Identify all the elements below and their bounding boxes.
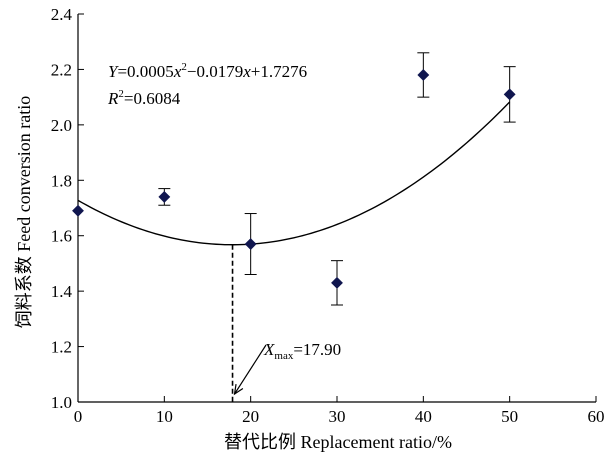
y-tick-label: 1.8: [51, 171, 72, 190]
x-tick-label: 60: [588, 407, 605, 426]
x-max-label: Xmax=17.90: [263, 340, 341, 362]
data-points: [72, 69, 516, 289]
x-tick-label: 10: [156, 407, 173, 426]
fit-curve: [77, 101, 511, 246]
x-tick-label: 30: [329, 407, 346, 426]
r-squared-text: R2=0.6084: [107, 88, 181, 108]
y-axis-title: 饲料系数 Feed conversion ratio: [14, 96, 34, 328]
y-tick-label: 1.0: [51, 393, 72, 412]
error-bars: [158, 52, 516, 306]
data-point: [503, 88, 516, 101]
fit-curve-group: [77, 101, 511, 246]
data-point: [244, 238, 257, 250]
data-point: [331, 276, 343, 289]
ticks: 0 10 20 30 40 50 60 1.0 1.2 1.4 1.6 1.8 2.0 2.2 2.4: [51, 5, 605, 426]
data-point: [72, 204, 84, 217]
y-tick-label: 2.2: [51, 60, 72, 79]
annotation-arrow: [234, 344, 267, 395]
y-tick-label: 1.2: [51, 338, 72, 357]
y-tick-label: 2.4: [51, 5, 73, 24]
equation-text: Y=0.0005x2−0.0179x+1.7276: [108, 61, 307, 81]
data-point: [158, 190, 171, 203]
y-tick-label: 1.6: [51, 227, 72, 246]
x-tick-label: 40: [415, 407, 432, 426]
x-tick-label: 50: [501, 407, 518, 426]
annotation-arrowhead: [233, 384, 244, 396]
y-tick-label: 1.4: [51, 282, 73, 301]
x-tick-label: 0: [74, 407, 83, 426]
x-axis-title: 替代比例 Replacement ratio/%: [224, 432, 452, 452]
x-tick-label: 20: [242, 407, 259, 426]
data-point: [417, 69, 430, 81]
y-tick-label: 2.0: [51, 116, 72, 135]
annotation-group: [231, 244, 267, 402]
